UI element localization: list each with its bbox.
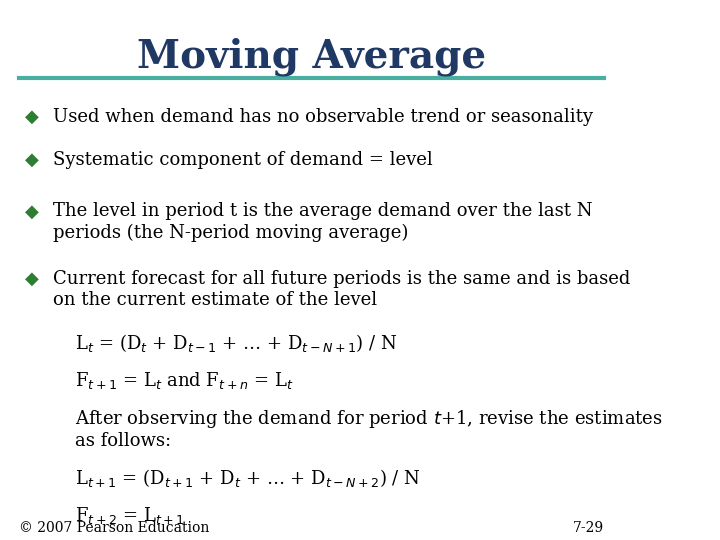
Text: ◆: ◆ (25, 270, 39, 288)
Text: Current forecast for all future periods is the same and is based
on the current : Current forecast for all future periods … (53, 270, 630, 309)
Text: L$_t$ = (D$_t$ + D$_{t-1}$ + … + D$_{t-N+1}$) / N: L$_t$ = (D$_t$ + D$_{t-1}$ + … + D$_{t-N… (75, 332, 397, 354)
Text: 7-29: 7-29 (573, 521, 605, 535)
Text: After observing the demand for period $t$+1, revise the estimates
as follows:: After observing the demand for period $t… (75, 408, 662, 450)
Text: © 2007 Pearson Education: © 2007 Pearson Education (19, 521, 209, 535)
Text: ◆: ◆ (25, 108, 39, 126)
Text: Used when demand has no observable trend or seasonality: Used when demand has no observable trend… (53, 108, 593, 126)
Text: Moving Average: Moving Average (137, 38, 486, 76)
Text: F$_{t+2}$ = L$_{t+1}$: F$_{t+2}$ = L$_{t+1}$ (75, 505, 184, 526)
Text: L$_{t+1}$ = (D$_{t+1}$ + D$_t$ + … + D$_{t-N+2}$) / N: L$_{t+1}$ = (D$_{t+1}$ + D$_t$ + … + D$_… (75, 467, 420, 489)
Text: F$_{t+1}$ = L$_t$ and F$_{t+n}$ = L$_t$: F$_{t+1}$ = L$_t$ and F$_{t+n}$ = L$_t$ (75, 370, 293, 391)
Text: ◆: ◆ (25, 151, 39, 169)
Text: The level in period t is the average demand over the last N
periods (the N-perio: The level in period t is the average dem… (53, 202, 593, 241)
Text: ◆: ◆ (25, 202, 39, 220)
Text: Systematic component of demand = level: Systematic component of demand = level (53, 151, 433, 169)
